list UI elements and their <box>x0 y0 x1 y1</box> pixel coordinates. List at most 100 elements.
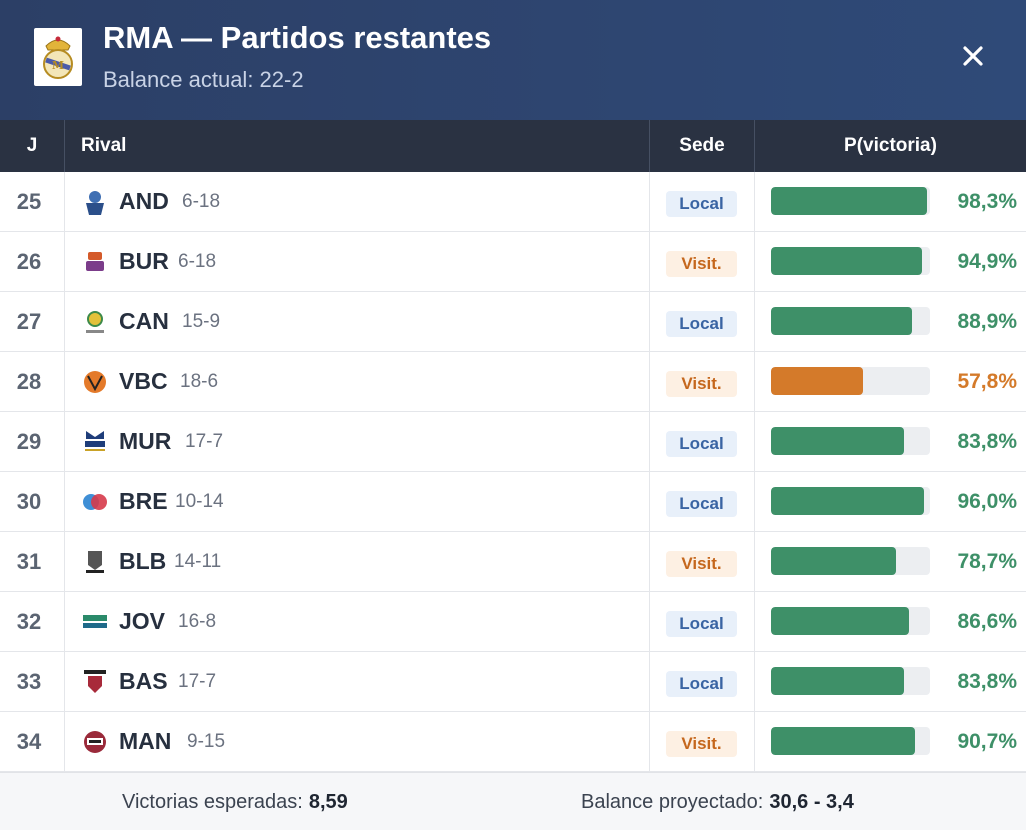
venue-badge: Local <box>666 311 737 337</box>
dialog-title: RMA — Partidos restantes <box>103 20 492 55</box>
venue-badge: Visit. <box>666 551 737 577</box>
cell-divider <box>754 292 755 351</box>
cell-divider <box>64 712 65 771</box>
table-row[interactable]: 33 BAS 17-7 Local 83,8% <box>0 652 1026 712</box>
col-header-rival[interactable]: Rival <box>81 135 127 156</box>
cell-divider <box>649 172 650 231</box>
cell-divider <box>64 532 65 591</box>
burgos-logo-icon <box>86 252 104 271</box>
win-probability-value: 86,6% <box>957 609 1017 633</box>
venue-badge: Local <box>666 491 737 517</box>
table-row[interactable]: 25 AND 6-18 Local 98,3% <box>0 172 1026 232</box>
win-probability-bar <box>771 727 930 755</box>
projected-record: Balance proyectado: 30,6 - 3,4 <box>581 773 854 831</box>
win-probability-value: 57,8% <box>957 369 1017 393</box>
rival-abbr: VBC <box>119 368 168 394</box>
rival-abbr: MUR <box>119 428 172 454</box>
cell-divider <box>64 232 65 291</box>
col-divider <box>754 120 755 172</box>
current-record: Balance actual: 22-2 <box>103 67 304 92</box>
projected-record-value: 30,6 - 3,4 <box>769 790 854 813</box>
win-probability-bar <box>771 607 930 635</box>
cell-divider <box>754 232 755 291</box>
cell-divider <box>649 292 650 351</box>
games-table-body: 25 AND 6-18 Local 98,3% 26 BUR 6-18 Visi… <box>0 172 1026 772</box>
round-number: 34 <box>16 728 42 754</box>
rival-record: 10-14 <box>175 490 224 512</box>
win-probability-fill <box>771 487 924 515</box>
col-header-sede[interactable]: Sede <box>679 135 725 156</box>
bilbao-basket-logo-icon <box>86 551 104 573</box>
win-probability-value: 83,8% <box>957 429 1017 453</box>
manresa-logo-icon <box>84 731 106 753</box>
col-divider <box>649 120 650 172</box>
dialog-header: M RMA — Partidos restantes Balance actua… <box>0 0 1026 120</box>
cell-divider <box>649 472 650 531</box>
canarias-logo-icon <box>86 311 104 333</box>
table-row[interactable]: 30 BRE 10-14 Local 96,0% <box>0 472 1026 532</box>
win-probability-bar <box>771 307 930 335</box>
rival-record: 9-15 <box>187 730 226 752</box>
cell-divider <box>649 532 650 591</box>
projected-record-label: Balance proyectado: <box>581 790 764 813</box>
win-probability-bar <box>771 187 930 215</box>
win-probability-fill <box>771 307 912 335</box>
close-button[interactable] <box>953 36 993 76</box>
expected-wins: Victorias esperadas: 8,59 <box>122 773 348 831</box>
svg-text:M: M <box>52 59 64 72</box>
table-row[interactable]: 29 MUR 17-7 Local 83,8% <box>0 412 1026 472</box>
cell-divider <box>754 172 755 231</box>
table-row[interactable]: 28 VBC 18-6 Visit. 57,8% <box>0 352 1026 412</box>
rival-abbr: BAS <box>119 668 168 694</box>
table-row[interactable]: 31 BLB 14-11 Visit. 78,7% <box>0 532 1026 592</box>
round-number: 31 <box>16 548 42 574</box>
table-header: J Rival Sede P(victoria) <box>0 120 1026 172</box>
win-probability-bar <box>771 427 930 455</box>
round-number: 27 <box>16 308 42 334</box>
cell-divider <box>64 292 65 351</box>
valencia-basket-logo-icon <box>84 371 106 393</box>
rival-abbr: JOV <box>119 608 166 634</box>
win-probability-bar <box>771 667 930 695</box>
win-probability-fill <box>771 427 904 455</box>
cell-divider <box>649 352 650 411</box>
table-row[interactable]: 32 JOV 16-8 Local 86,6% <box>0 592 1026 652</box>
real-madrid-crest-icon: M <box>34 28 82 86</box>
rival-record: 17-7 <box>185 430 224 452</box>
rival-abbr: MAN <box>119 728 172 754</box>
rival-abbr: BUR <box>119 248 169 274</box>
col-header-prob[interactable]: P(victoria) <box>844 135 937 156</box>
ucam-murcia-logo-icon <box>85 431 105 451</box>
cell-divider <box>64 472 65 531</box>
cell-divider <box>649 232 650 291</box>
venue-badge: Local <box>666 431 737 457</box>
win-probability-value: 90,7% <box>957 729 1017 753</box>
win-probability-value: 78,7% <box>957 549 1017 573</box>
win-probability-value: 96,0% <box>957 489 1017 513</box>
win-probability-bar <box>771 547 930 575</box>
venue-badge: Local <box>666 191 737 217</box>
table-row[interactable]: 27 CAN 15-9 Local 88,9% <box>0 292 1026 352</box>
cell-divider <box>649 712 650 771</box>
cell-divider <box>64 172 65 231</box>
col-header-j[interactable]: J <box>26 135 38 156</box>
rival-record: 6-18 <box>182 190 221 212</box>
win-probability-fill <box>771 727 915 755</box>
rival-record: 6-18 <box>178 250 217 272</box>
rival-abbr: BRE <box>119 488 168 514</box>
baskonia-logo-icon <box>84 670 106 693</box>
rival-abbr: AND <box>119 188 169 214</box>
round-number: 28 <box>16 368 42 394</box>
table-row[interactable]: 26 BUR 6-18 Visit. 94,9% <box>0 232 1026 292</box>
win-probability-fill <box>771 667 904 695</box>
col-divider <box>64 120 65 172</box>
win-probability-fill <box>771 367 863 395</box>
win-probability-bar <box>771 487 930 515</box>
breogan-logo-icon <box>83 494 107 510</box>
cell-divider <box>754 352 755 411</box>
cell-divider <box>649 652 650 711</box>
cell-divider <box>64 652 65 711</box>
cell-divider <box>64 352 65 411</box>
table-row[interactable]: 34 MAN 9-15 Visit. 90,7% <box>0 712 1026 772</box>
cell-divider <box>64 592 65 651</box>
